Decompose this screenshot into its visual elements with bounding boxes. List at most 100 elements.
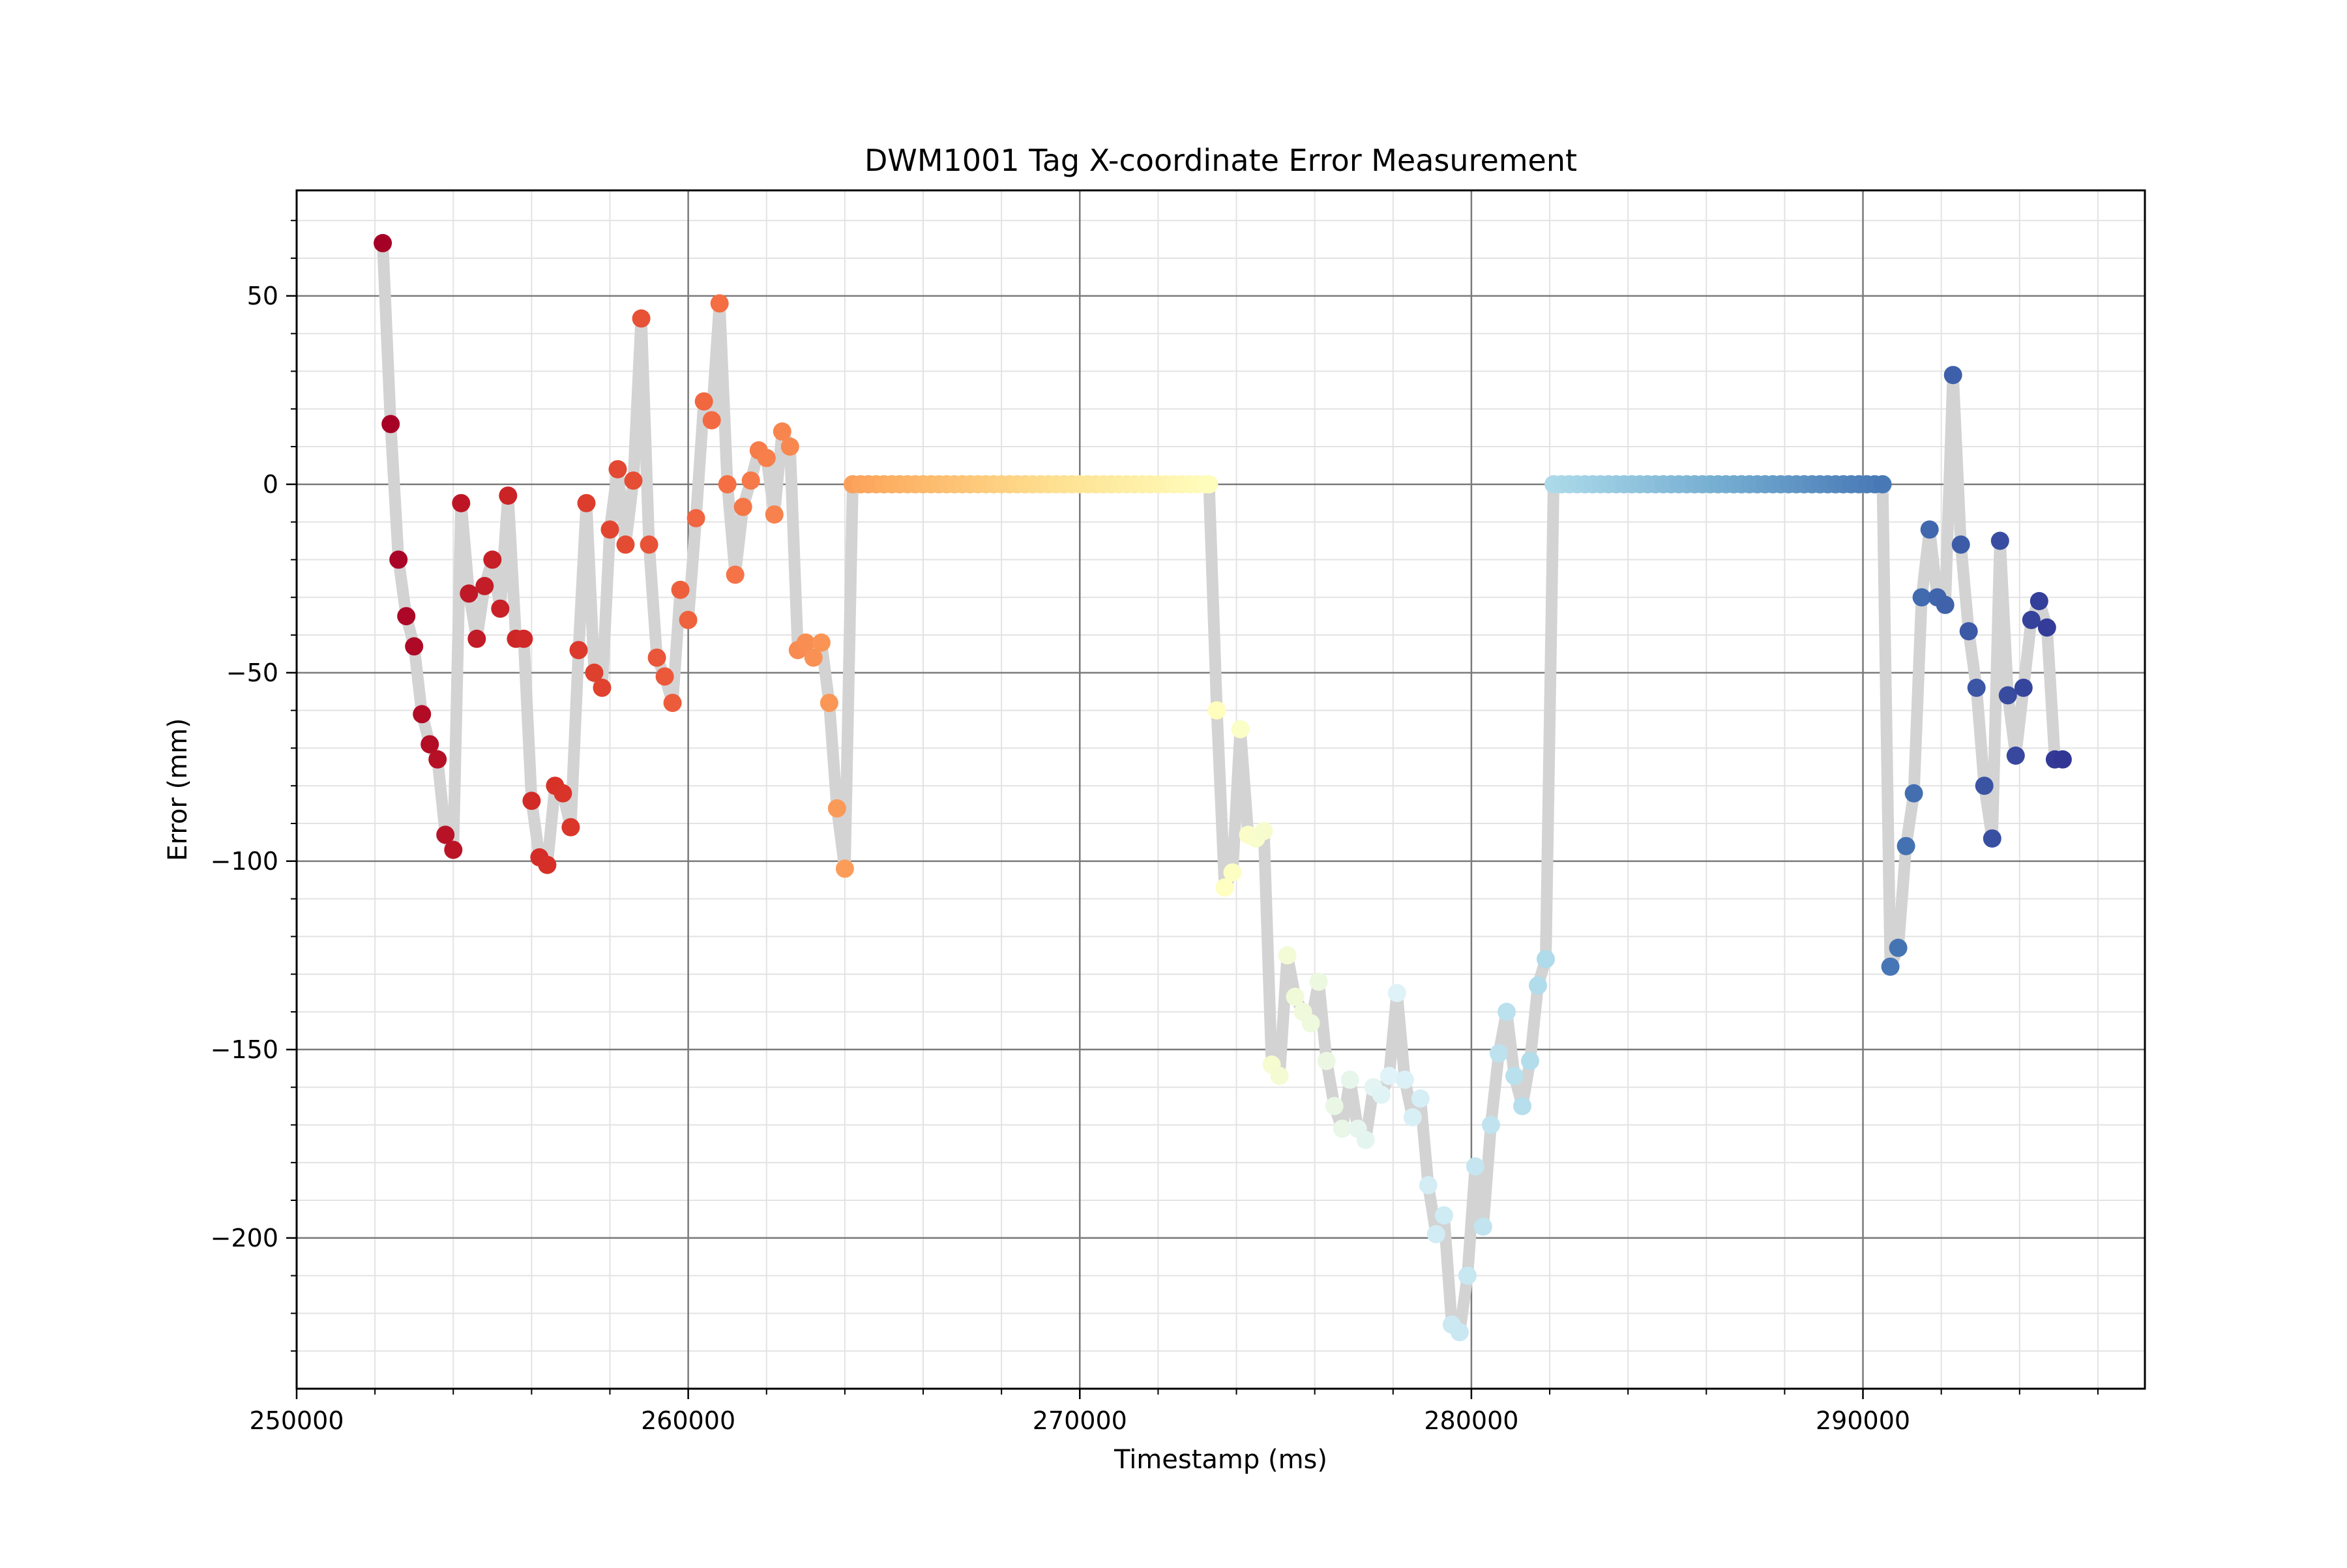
data-point	[1920, 520, 1939, 539]
data-point	[686, 509, 705, 527]
data-point	[381, 415, 400, 434]
data-point	[827, 799, 846, 818]
y-tick-label: 0	[263, 470, 278, 499]
data-point	[475, 576, 494, 595]
data-point	[1395, 1071, 1414, 1089]
data-point	[640, 535, 658, 554]
data-point	[1498, 1003, 1516, 1021]
data-point	[1301, 1014, 1320, 1033]
data-point	[1223, 863, 1242, 882]
data-point	[483, 550, 502, 569]
data-point	[780, 437, 799, 456]
data-point	[647, 648, 666, 667]
data-point	[1270, 1067, 1289, 1086]
data-point	[1513, 1097, 1531, 1116]
data-point	[1975, 777, 1994, 795]
data-point	[1434, 1206, 1453, 1225]
data-point	[585, 663, 604, 682]
y-tick-label: −50	[226, 658, 278, 687]
data-point	[1873, 475, 1892, 494]
data-point	[632, 309, 651, 328]
x-tick-label: 280000	[1424, 1406, 1518, 1435]
data-point	[812, 633, 831, 652]
data-point	[616, 535, 635, 554]
data-point	[1473, 1217, 1492, 1236]
y-tick-label: −150	[211, 1035, 278, 1064]
data-point	[1998, 686, 2017, 705]
series-points-layer	[374, 233, 2072, 1342]
data-point	[1403, 1108, 1422, 1127]
data-point	[710, 294, 729, 313]
data-point	[765, 505, 784, 524]
data-point	[718, 475, 737, 494]
data-point	[671, 580, 690, 599]
data-point	[1333, 1119, 1351, 1138]
data-point	[1207, 701, 1226, 720]
chart-title: DWM1001 Tag X-coordinate Error Measureme…	[864, 143, 1577, 178]
data-point	[600, 520, 619, 539]
x-axis-label: Timestamp (ms)	[1114, 1445, 1327, 1475]
data-point	[702, 411, 721, 430]
data-point	[819, 694, 838, 713]
data-point	[514, 629, 533, 648]
data-point	[694, 392, 713, 411]
data-point	[1380, 1067, 1398, 1086]
data-point	[1505, 1067, 1524, 1086]
data-point	[1521, 1052, 1539, 1071]
data-point	[663, 694, 682, 713]
data-point	[773, 422, 791, 441]
data-point	[1466, 1157, 1484, 1176]
data-point	[1990, 531, 2009, 550]
data-point	[655, 667, 674, 686]
data-point	[2006, 747, 2025, 765]
x-tick-label: 250000	[249, 1406, 344, 1435]
data-point	[413, 705, 432, 724]
data-point	[2014, 678, 2033, 697]
data-point	[1537, 950, 1555, 969]
data-point	[624, 471, 643, 490]
data-point	[1215, 878, 1234, 897]
data-point	[1529, 976, 1547, 995]
data-point	[608, 460, 627, 479]
data-point	[1967, 678, 1986, 697]
plot-frame	[295, 189, 2146, 1390]
data-point	[757, 449, 776, 467]
data-point	[1200, 475, 1218, 494]
data-point	[1959, 622, 1978, 641]
data-point	[2022, 610, 2041, 629]
data-point	[796, 633, 815, 652]
y-tick-label: 50	[247, 282, 278, 310]
data-point	[1309, 972, 1328, 991]
data-point	[444, 840, 463, 859]
data-point	[593, 678, 612, 697]
data-point	[1340, 1071, 1359, 1089]
data-point	[835, 859, 854, 878]
data-point	[1904, 784, 1923, 803]
data-point	[1943, 366, 1962, 385]
x-tick-label: 260000	[641, 1406, 735, 1435]
y-tick-label: −200	[211, 1224, 278, 1252]
data-point	[1458, 1266, 1477, 1285]
data-point	[428, 750, 447, 769]
data-point	[1490, 1044, 1508, 1063]
data-point	[522, 791, 541, 810]
data-point	[397, 607, 416, 626]
ticks-layer: 250000 260000 270000 280000 290000 50 0 −50 −100…	[211, 220, 2099, 1435]
data-point	[1411, 1089, 1430, 1108]
data-point	[436, 825, 455, 844]
data-point	[1419, 1176, 1438, 1194]
data-point	[389, 550, 408, 569]
data-point	[1481, 1116, 1500, 1134]
data-point	[374, 233, 392, 252]
y-tick-label: −100	[211, 847, 278, 876]
data-point	[577, 494, 596, 512]
data-point	[1356, 1131, 1375, 1149]
data-point	[452, 494, 471, 512]
data-point	[554, 784, 572, 803]
data-point	[460, 584, 479, 603]
data-point	[2053, 750, 2072, 769]
data-point	[1881, 957, 1900, 976]
data-point	[2030, 592, 2048, 610]
